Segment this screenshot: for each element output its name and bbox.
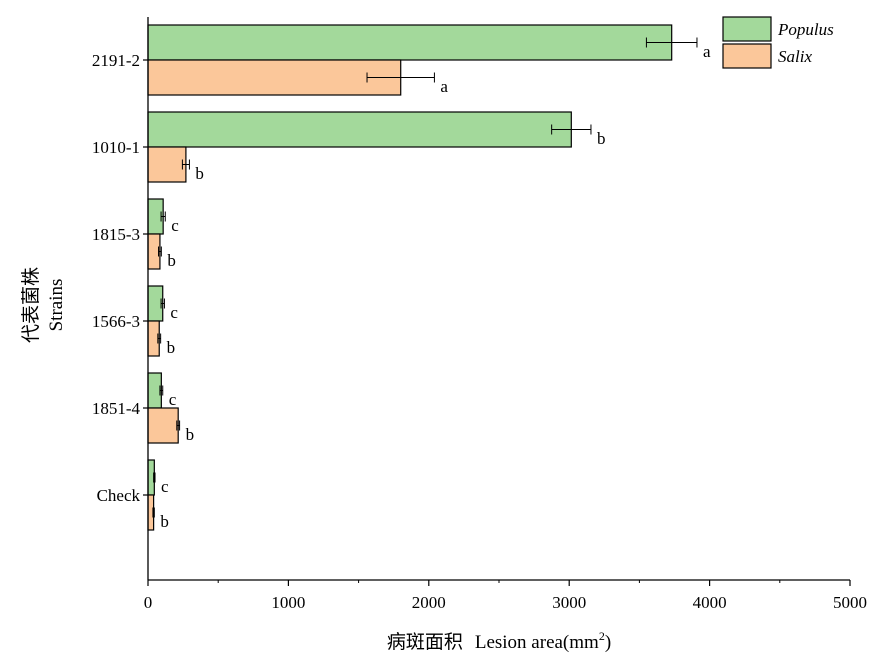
y-axis-title: 代表菌株 Strains — [20, 267, 67, 343]
sig-label-salix-1815-3: b — [167, 251, 176, 270]
sig-label-populus-2191-2: a — [703, 42, 711, 61]
sig-label-populus-1851-4: c — [169, 390, 177, 409]
legend-swatch-salix — [722, 43, 772, 69]
y-axis-title-chinese: 代表菌株 — [20, 267, 42, 343]
bar-salix-1851-4 — [147, 407, 179, 444]
bar-salix-2191-2 — [147, 59, 402, 96]
sig-label-salix-2191-2: a — [440, 77, 448, 96]
sig-label-populus-1815-3: c — [171, 216, 179, 235]
sig-label-salix-Check: b — [160, 512, 169, 531]
axes — [147, 17, 850, 581]
y-ticks-layer: 2191-2 1010-1 1815-3 1566-3 1851-4 Check — [92, 51, 148, 505]
x-tick-label-3000: 3000 — [552, 593, 586, 612]
bar-populus-1851-4 — [147, 372, 162, 409]
sig-label-populus-1010-1: b — [597, 129, 606, 148]
x-ticks-layer: 0 1000 2000 3000 4000 5000 — [144, 580, 867, 612]
y-tick-label-1566-3: 1566-3 — [92, 312, 140, 331]
x-tick-label-0: 0 — [144, 593, 153, 612]
x-axis-title: 病斑面积 Lesion area(mm2) — [387, 629, 611, 653]
error-bars-layer — [152, 37, 698, 518]
x-tick-label-1000: 1000 — [271, 593, 305, 612]
y-tick-label-1010-1: 1010-1 — [92, 138, 140, 157]
x-tick-label-4000: 4000 — [693, 593, 727, 612]
x-axis-title-chinese: 病斑面积 — [387, 631, 463, 653]
y-tick-label-Check: Check — [97, 486, 141, 505]
x-tick-label-2000: 2000 — [412, 593, 446, 612]
y-tick-label-1815-3: 1815-3 — [92, 225, 140, 244]
y-tick-label-1851-4: 1851-4 — [92, 399, 141, 418]
bars-layer — [147, 24, 673, 531]
legend-swatch-populus — [722, 16, 772, 42]
x-axis-title-english: Lesion area(mm — [475, 632, 599, 653]
legend-label-populus: Populus — [777, 20, 834, 39]
legend-label-salix: Salix — [778, 47, 812, 66]
y-axis-title-english: Strains — [46, 279, 67, 332]
sig-label-populus-1566-3: c — [170, 303, 178, 322]
x-axis-title-superscript: 2 — [599, 629, 605, 643]
bar-populus-2191-2 — [147, 24, 673, 61]
bar-populus-1566-3 — [147, 285, 164, 322]
sig-label-salix-1566-3: b — [167, 338, 176, 357]
sig-label-salix-1010-1: b — [195, 164, 204, 183]
sig-label-salix-1851-4: b — [186, 425, 195, 444]
y-tick-label-2191-2: 2191-2 — [92, 51, 140, 70]
bar-salix-1010-1 — [147, 146, 187, 183]
bar-populus-1010-1 — [147, 111, 572, 148]
sig-label-populus-Check: c — [161, 477, 169, 496]
x-axis-title-closing: ) — [605, 632, 611, 653]
legend: Populus Salix — [722, 16, 834, 69]
x-tick-label-5000: 5000 — [833, 593, 867, 612]
